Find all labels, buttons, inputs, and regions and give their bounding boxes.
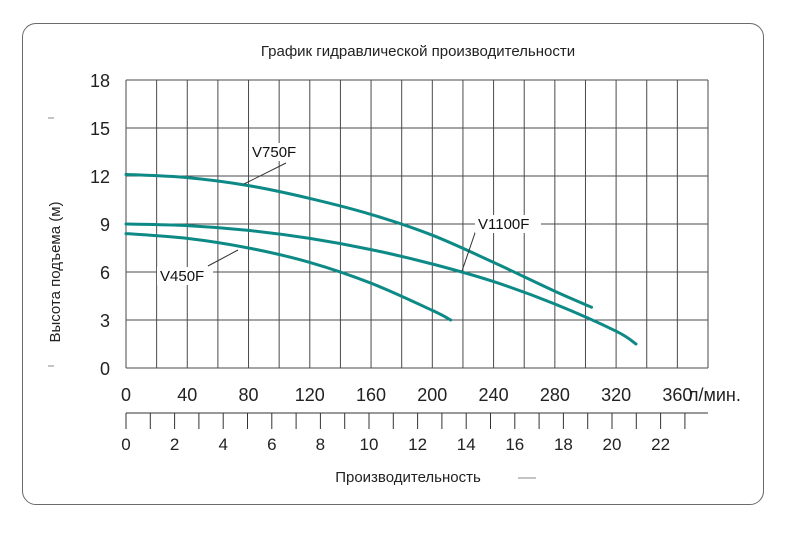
y-tick-label: 9 bbox=[100, 215, 110, 235]
series-label-v450f: V450F bbox=[160, 268, 204, 285]
secondary-tick-label: 16 bbox=[505, 435, 524, 454]
secondary-tick-label: 20 bbox=[603, 435, 622, 454]
label-leader-line bbox=[207, 249, 239, 267]
series-line-v1100f bbox=[124, 222, 638, 346]
y-axis-ticks: 0 3 6 9 12 15 18 bbox=[90, 71, 110, 379]
x-tick-label: 80 bbox=[239, 385, 259, 405]
label-leader-line bbox=[243, 162, 287, 185]
secondary-tick-label: 18 bbox=[554, 435, 573, 454]
label-background bbox=[475, 215, 541, 233]
secondary-tick-label: 0 bbox=[121, 435, 130, 454]
secondary-tick-label: 14 bbox=[457, 435, 476, 454]
curve-labels: V750F V1100F V450F bbox=[157, 143, 541, 285]
x-tick-label: 160 bbox=[356, 385, 386, 405]
performance-curves bbox=[124, 172, 638, 346]
y-tick-label: 15 bbox=[90, 119, 110, 139]
x-axis-ticks: 0 40 80 120 160 200 240 280 320 360 bbox=[121, 385, 692, 405]
secondary-tick-label: 12 bbox=[408, 435, 427, 454]
x-tick-label: 240 bbox=[479, 385, 509, 405]
label-background bbox=[157, 267, 213, 285]
x-tick-label: 280 bbox=[540, 385, 570, 405]
label-leader-line bbox=[461, 229, 477, 272]
y-tick-label: 3 bbox=[100, 311, 110, 331]
x-tick-label: 360 bbox=[662, 385, 692, 405]
label-background bbox=[249, 143, 305, 161]
y-tick-label: 0 bbox=[100, 359, 110, 379]
series-line-v450f bbox=[124, 232, 453, 322]
x-tick-label: 200 bbox=[417, 385, 447, 405]
x-tick-label: 320 bbox=[601, 385, 631, 405]
x-tick-label: 120 bbox=[295, 385, 325, 405]
secondary-tick-label: 4 bbox=[218, 435, 227, 454]
y-axis-label: Высота подъема (м) bbox=[47, 201, 64, 342]
chart-frame bbox=[22, 23, 764, 505]
y-tick-label: 18 bbox=[90, 71, 110, 91]
secondary-tick-label: 8 bbox=[316, 435, 325, 454]
series-line-v750f bbox=[124, 172, 594, 309]
secondary-tick-label: 22 bbox=[651, 435, 670, 454]
x-axis-label: Производительность bbox=[335, 469, 481, 486]
y-tick-label: 6 bbox=[100, 263, 110, 283]
secondary-tick-label: 2 bbox=[170, 435, 179, 454]
series-label-v750f: V750F bbox=[252, 144, 296, 161]
y-tick-label: 12 bbox=[90, 167, 110, 187]
x-axis-unit: л/мин. bbox=[688, 385, 741, 405]
secondary-tick-label: 6 bbox=[267, 435, 276, 454]
x-tick-label: 0 bbox=[121, 385, 131, 405]
x-tick-label: 40 bbox=[177, 385, 197, 405]
secondary-x-axis: 0 2 4 6 8 10 12 14 16 18 20 22 bbox=[121, 412, 708, 479]
chart-title: График гидравлической производительности bbox=[261, 43, 575, 60]
series-label-v1100f: V1100F bbox=[478, 216, 529, 233]
secondary-tick-label: 10 bbox=[360, 435, 379, 454]
